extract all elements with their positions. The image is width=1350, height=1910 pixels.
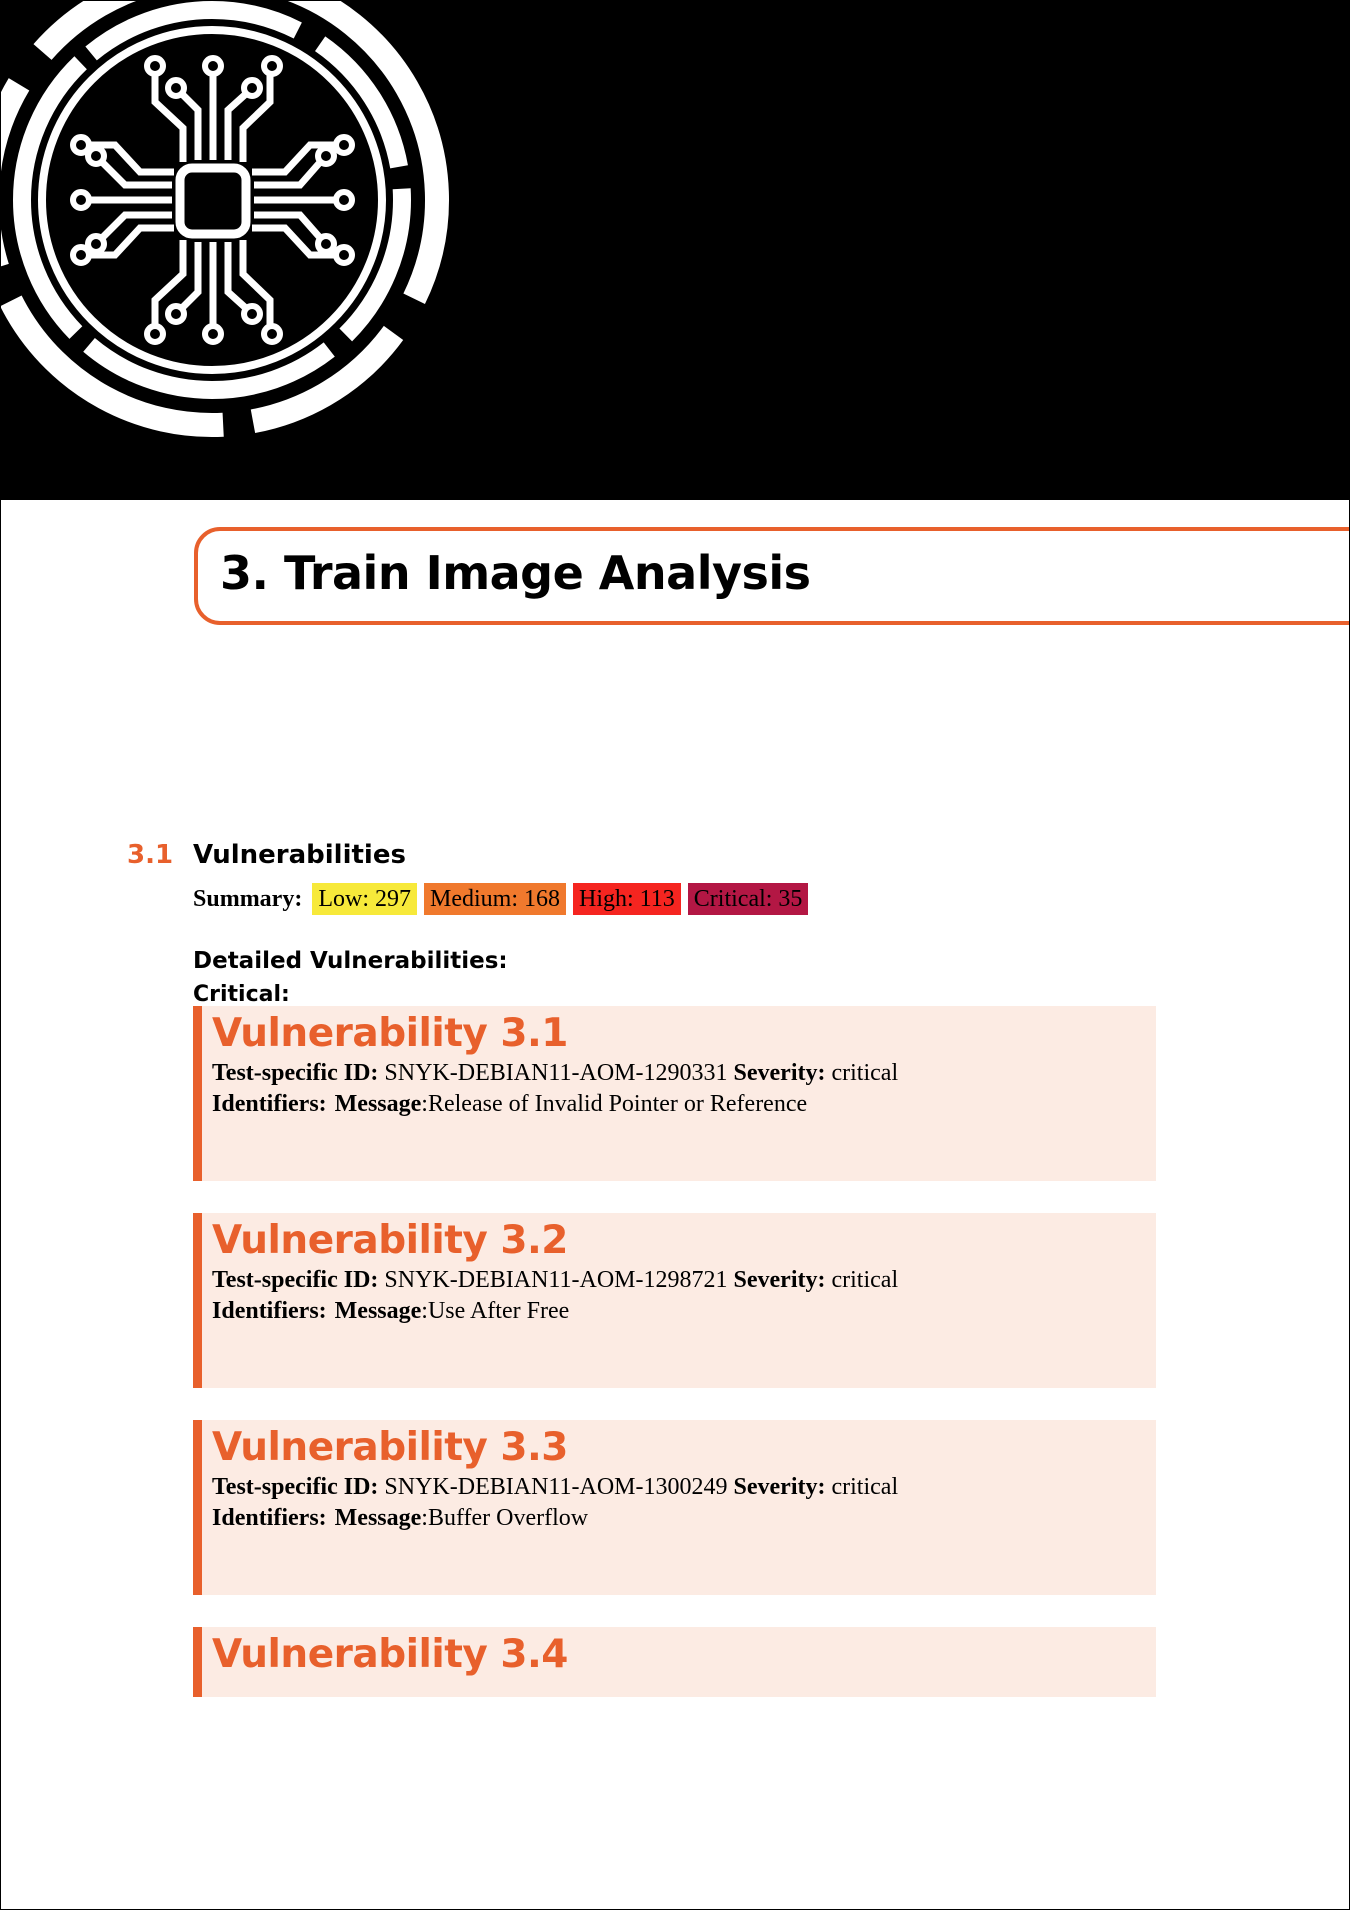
severity-label: Severity: xyxy=(733,1474,826,1500)
severity-value: critical xyxy=(831,1060,899,1086)
vulnerability-message-line: Identifiers: Message:Release of Invalid P… xyxy=(212,1091,808,1117)
vulnerability-message-line: Identifiers: Message:Buffer Overflow xyxy=(212,1505,589,1531)
vulnerability-title: Vulnerability 3.1 xyxy=(212,1011,568,1056)
test-id-label: Test-specific ID: xyxy=(212,1474,379,1500)
severity-label: Severity: xyxy=(733,1267,826,1293)
identifiers-label: Identifiers: xyxy=(212,1505,327,1531)
chapter-title-text: Train Image Analysis xyxy=(284,546,811,600)
vulnerability-card: Vulnerability 3.1 Test-specific ID: SNYK… xyxy=(193,1006,1156,1181)
chapter-number: 3. xyxy=(220,546,269,600)
vulnerability-id-line: Test-specific ID: SNYK-DEBIAN11-AOM-1300… xyxy=(212,1472,1156,1503)
low-count-badge: Low: 297 xyxy=(312,883,417,915)
vulnerability-card: Vulnerability 3.4 xyxy=(193,1627,1156,1697)
vulnerability-card: Vulnerability 3.2 Test-specific ID: SNYK… xyxy=(193,1213,1156,1388)
header-banner xyxy=(0,0,1350,500)
summary-label: Summary: xyxy=(193,885,303,912)
identifiers-label: Identifiers: xyxy=(212,1091,327,1117)
identifiers-label: Identifiers: xyxy=(212,1298,327,1324)
message-value: Release of Invalid Pointer or Reference xyxy=(427,1091,808,1117)
vulnerability-title: Vulnerability 3.3 xyxy=(212,1425,568,1470)
critical-heading: Critical: xyxy=(193,982,290,1007)
test-id-label: Test-specific ID: xyxy=(212,1267,379,1293)
section-title: Vulnerabilities xyxy=(193,840,406,870)
message-value: Use After Free xyxy=(427,1298,570,1324)
severity-label: Severity: xyxy=(733,1060,826,1086)
message-label: Message xyxy=(334,1091,422,1117)
detailed-vulnerabilities-heading: Detailed Vulnerabilities: xyxy=(193,948,508,974)
circuit-chip-icon xyxy=(0,0,449,437)
message-label: Message xyxy=(334,1298,422,1324)
vulnerability-summary: Summary: Low: 297 Medium: 168 High: 113 … xyxy=(193,882,809,916)
test-id-value: SNYK-DEBIAN11-AOM-1298721 xyxy=(384,1267,728,1293)
test-id-label: Test-specific ID: xyxy=(212,1060,379,1086)
vulnerability-id-line: Test-specific ID: SNYK-DEBIAN11-AOM-1298… xyxy=(212,1265,1156,1296)
vulnerability-id-line: Test-specific ID: SNYK-DEBIAN11-AOM-1290… xyxy=(212,1058,1156,1089)
high-count-badge: High: 113 xyxy=(573,883,681,915)
chapter-title: 3. Train Image Analysis xyxy=(220,541,811,605)
vulnerability-card: Vulnerability 3.3 Test-specific ID: SNYK… xyxy=(193,1420,1156,1595)
vulnerability-title: Vulnerability 3.4 xyxy=(212,1632,568,1677)
vulnerability-title: Vulnerability 3.2 xyxy=(212,1218,568,1263)
test-id-value: SNYK-DEBIAN11-AOM-1300249 xyxy=(384,1474,728,1500)
section-number: 3.1 xyxy=(127,840,174,870)
severity-value: critical xyxy=(831,1267,899,1293)
test-id-value: SNYK-DEBIAN11-AOM-1290331 xyxy=(384,1060,728,1086)
vulnerability-message-line: Identifiers: Message:Use After Free xyxy=(212,1298,570,1324)
severity-value: critical xyxy=(831,1474,899,1500)
critical-count-badge: Critical: 35 xyxy=(687,883,809,915)
chapter-title-box xyxy=(194,527,1350,625)
message-value: Buffer Overflow xyxy=(427,1505,589,1531)
medium-count-badge: Medium: 168 xyxy=(424,883,566,915)
message-label: Message xyxy=(334,1505,422,1531)
